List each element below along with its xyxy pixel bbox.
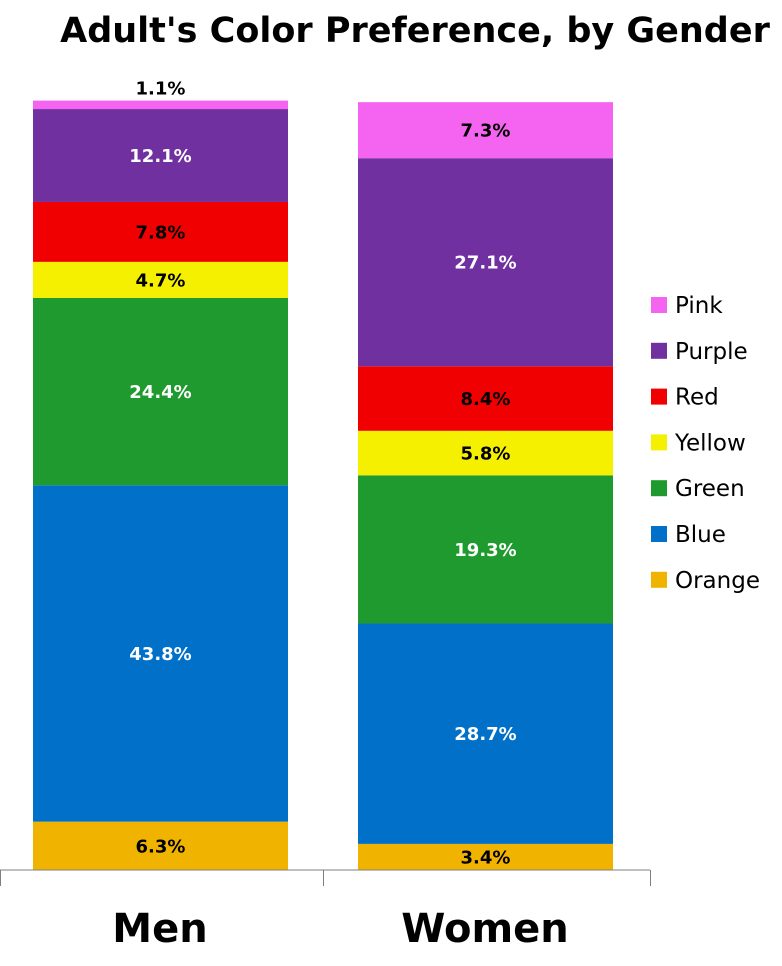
bar-men-purple: [33, 109, 288, 202]
category-label-men: Men: [112, 906, 207, 952]
label-women-orange: 3.4%: [461, 847, 511, 868]
legend-label-green: Green: [675, 476, 745, 502]
label-men-blue: 43.8%: [129, 644, 191, 665]
label-women-green: 19.3%: [454, 540, 516, 561]
legend-label-red: Red: [675, 385, 719, 411]
bar-women-orange: [358, 843, 613, 870]
label-women-purple: 27.1%: [454, 253, 516, 274]
chart-title: Adult's Color Preference, by Gender: [60, 11, 770, 51]
label-women-pink: 7.3%: [461, 121, 511, 142]
legend-label-blue: Blue: [675, 522, 726, 548]
bar-men-red: [33, 201, 288, 262]
legend-swatch-blue: [651, 526, 667, 542]
legend-swatch-red: [651, 388, 667, 405]
category-label-women: Women: [401, 906, 568, 952]
bars-group: 6.3% 43.8% 24.4% 4.7% 7.8% 12.1% 1.1% Men 3.4% 28…: [33, 79, 613, 952]
label-men-red: 7.8%: [136, 222, 186, 243]
legend-label-orange: Orange: [675, 568, 760, 594]
legend-label-purple: Purple: [675, 339, 748, 365]
legend-swatch-green: [651, 480, 667, 497]
label-men-green: 24.4%: [129, 382, 191, 403]
label-women-blue: 28.7%: [454, 724, 516, 745]
bar-men-blue: [33, 485, 288, 822]
bar-men-green: [33, 297, 288, 486]
label-men-yellow: 4.7%: [136, 270, 186, 291]
bar-women-yellow: [358, 430, 613, 476]
bar-men-orange: [33, 821, 288, 871]
bar-men-yellow: [33, 261, 288, 298]
label-women-red: 8.4%: [461, 389, 511, 410]
bar-women-green: [358, 475, 613, 624]
legend-swatch-yellow: [651, 434, 667, 451]
bar-men-pink: [33, 100, 288, 110]
legend-label-yellow: Yellow: [674, 430, 746, 456]
legend-swatch-pink: [651, 297, 667, 313]
label-men-pink: 1.1%: [136, 79, 186, 100]
legend-swatch-orange: [651, 571, 667, 588]
label-men-orange: 6.3%: [136, 836, 186, 857]
legend: Pink Purple Red Yellow Green Blue Orange: [651, 293, 760, 594]
bar-women-pink: [358, 102, 613, 159]
bar-women-blue: [358, 623, 613, 844]
legend-swatch-purple: [651, 342, 667, 359]
legend-label-pink: Pink: [675, 293, 723, 319]
bar-women-purple: [358, 158, 613, 367]
bar-women-red: [358, 366, 613, 431]
label-men-purple: 12.1%: [129, 146, 191, 167]
label-women-yellow: 5.8%: [461, 444, 511, 465]
x-axis: [0, 869, 651, 886]
